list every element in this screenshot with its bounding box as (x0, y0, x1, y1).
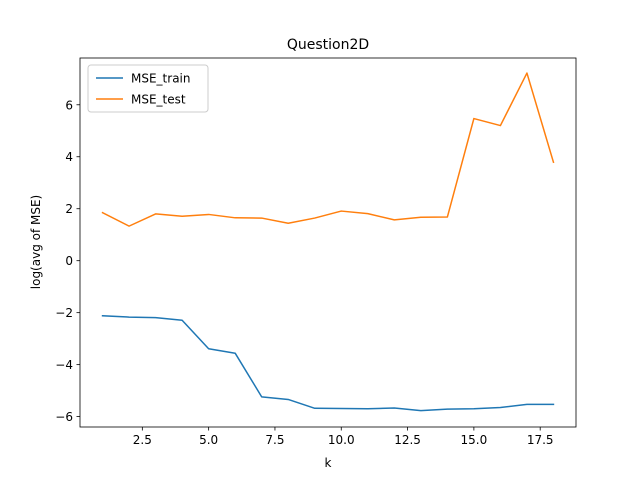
y-tick-label: 0 (65, 254, 73, 268)
legend-label: MSE_train (131, 72, 190, 86)
y-tick-label: 2 (65, 202, 73, 216)
x-tick-label: 12.5 (394, 433, 421, 447)
legend: MSE_train MSE_test (87, 64, 209, 113)
x-tick-label: 5.0 (199, 433, 218, 447)
x-tick-label: 2.5 (133, 433, 152, 447)
plot-area: 2.5 5.0 7.5 10.0 12.5 15.0 17.5 −6 −4 −2 0 2 4 6 (55, 57, 577, 447)
x-tick-label: 17.5 (527, 433, 554, 447)
y-tick-label: −4 (55, 358, 73, 372)
x-tick-label: 15.0 (461, 433, 488, 447)
y-tick-label: 6 (65, 98, 73, 112)
x-tick-label: 7.5 (265, 433, 284, 447)
x-tick-label: 10.0 (328, 433, 355, 447)
legend-label: MSE_test (131, 93, 186, 107)
legend-box (87, 64, 209, 113)
y-tick-label: −2 (55, 306, 73, 320)
y-axis-label: log(avg of MSE) (29, 195, 43, 289)
x-axis-label: k (325, 456, 332, 470)
series-line-mse-test (101, 72, 555, 227)
y-tick-label: −6 (55, 410, 73, 424)
plot-frame (79, 57, 577, 428)
y-tick-label: 4 (65, 150, 73, 164)
series-line-mse-train (101, 314, 555, 412)
chart-title: Question2D (287, 37, 369, 53)
